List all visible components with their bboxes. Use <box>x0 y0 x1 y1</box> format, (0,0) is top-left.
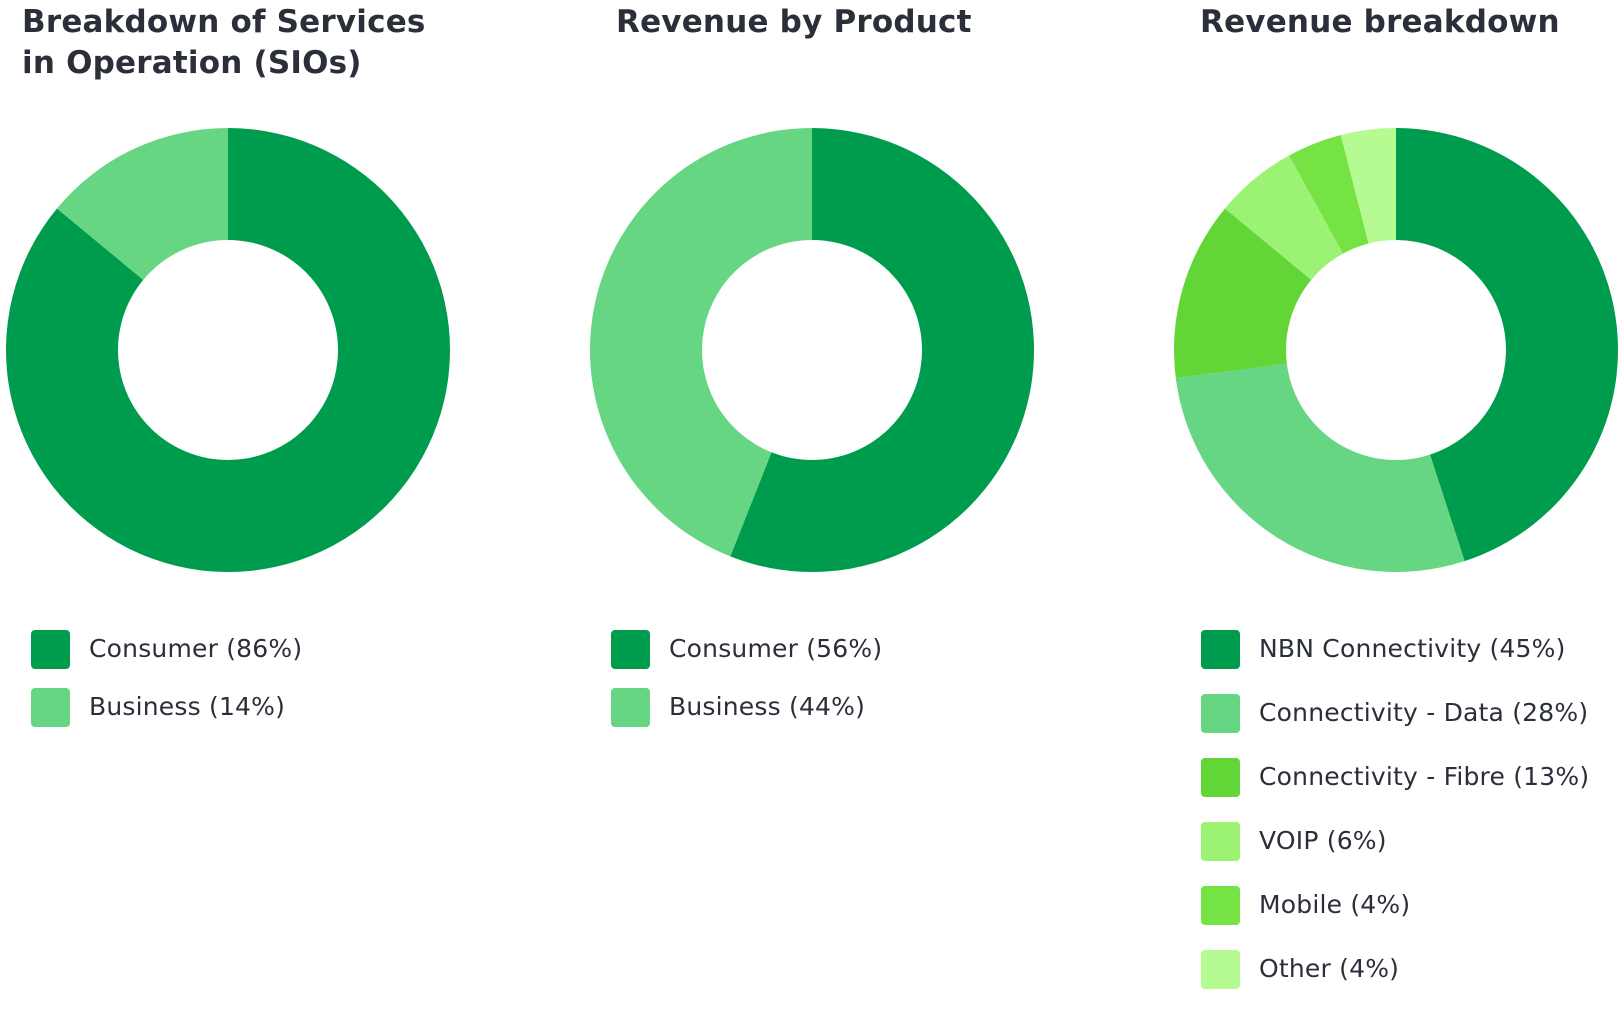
legend-swatch-connectivity-fibre <box>1201 757 1240 797</box>
donut-slice-nbn-connectivity <box>1396 128 1618 562</box>
legend-swatch-mobile <box>1201 885 1240 925</box>
donut-slice-connectivity-fibre <box>1174 208 1312 378</box>
product-revenue-donut-chart <box>590 128 1034 572</box>
legend-item-other: Other (4%) <box>1201 949 1589 989</box>
revenue-breakdown-donut-chart <box>1174 128 1618 572</box>
legend-item-connectivity-fibre: Connectivity - Fibre (13%) <box>1201 757 1590 797</box>
legend-item-consumer: Consumer (56%) <box>611 629 883 669</box>
legend-item-voip: VOIP (6%) <box>1201 821 1589 861</box>
revenue-breakdown-chart-legend: NBN Connectivity (45%) Connectivity - Da… <box>1201 629 1590 1014</box>
revenue-breakdown-chart-title: Revenue breakdown <box>1200 4 1560 40</box>
legend-label-connectivity-data: Connectivity - Data (28%) <box>1259 698 1589 727</box>
legend-swatch-business <box>611 687 650 727</box>
donut-slice-business <box>56 128 228 280</box>
sio-donut-chart <box>6 128 450 572</box>
legend-swatch-connectivity-data <box>1201 693 1240 733</box>
legend-item-connectivity-data: Connectivity - Data (28%) <box>1201 693 1589 733</box>
legend-item-business: Business (14%) <box>31 687 302 727</box>
sio-chart-legend: Consumer (86%) Business (14%) <box>31 629 303 746</box>
legend-label-nbn-connectivity: NBN Connectivity (45%) <box>1259 634 1566 663</box>
legend-swatch-business <box>31 687 70 727</box>
legend-label-voip: VOIP (6%) <box>1259 826 1387 855</box>
legend-label-mobile: Mobile (4%) <box>1259 890 1411 919</box>
legend-item-business: Business (44%) <box>611 687 882 727</box>
legend-swatch-consumer <box>31 629 70 669</box>
sio-chart-title: Breakdown of Services in Operation (SIOs… <box>22 4 426 81</box>
sio-chart-panel: Breakdown of Services in Operation (SIOs… <box>0 0 580 1000</box>
legend-label-consumer: Consumer (56%) <box>669 634 883 663</box>
product-revenue-chart-panel: Revenue by Product Consumer (56%) Busine… <box>584 0 1164 1000</box>
donut-slice-voip <box>1224 155 1344 280</box>
legend-item-consumer: Consumer (86%) <box>31 629 303 669</box>
legend-label-consumer: Consumer (86%) <box>89 634 303 663</box>
product-revenue-chart-title: Revenue by Product <box>616 4 972 40</box>
product-revenue-chart-legend: Consumer (56%) Business (44%) <box>611 629 883 746</box>
donut-slice-connectivity-data <box>1175 363 1465 572</box>
legend-label-business: Business (44%) <box>669 692 866 721</box>
donut-slice-other <box>1340 128 1396 244</box>
revenue-breakdown-chart-panel: Revenue breakdown NBN Connectivity (45%)… <box>1168 0 1620 1000</box>
donut-slice-business <box>590 128 812 557</box>
legend-swatch-consumer <box>611 629 650 669</box>
donut-slice-consumer <box>6 128 450 572</box>
legend-swatch-nbn-connectivity <box>1201 629 1240 669</box>
donut-slice-mobile <box>1289 134 1369 254</box>
legend-label-connectivity-fibre: Connectivity - Fibre (13%) <box>1259 762 1590 791</box>
legend-label-business: Business (14%) <box>89 692 286 721</box>
donut-slice-consumer <box>730 128 1034 572</box>
legend-swatch-other <box>1201 949 1240 989</box>
legend-item-mobile: Mobile (4%) <box>1201 885 1589 925</box>
legend-swatch-voip <box>1201 821 1240 861</box>
legend-item-nbn-connectivity: NBN Connectivity (45%) <box>1201 629 1589 669</box>
legend-label-other: Other (4%) <box>1259 954 1400 983</box>
